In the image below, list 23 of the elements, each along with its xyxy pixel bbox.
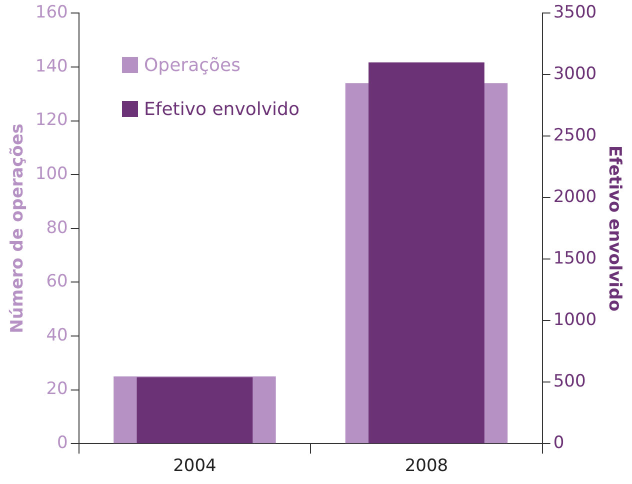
y2-tick-label: 500 — [553, 372, 586, 392]
y2-tick-label: 3500 — [553, 2, 597, 23]
y-axis-title: Número de operações — [8, 123, 28, 334]
y-tick-label: 60 — [46, 272, 68, 292]
y2-tick-label: 3000 — [553, 64, 597, 84]
y-tick-label: 20 — [46, 379, 68, 400]
y-tick-label: 100 — [35, 164, 68, 184]
y2-axis-title: Efetivo envolvido — [604, 145, 624, 312]
y-tick-label: 140 — [35, 56, 68, 76]
y-tick-label: 160 — [35, 2, 68, 23]
y2-tick-label: 0 — [553, 433, 564, 454]
legend-label: Operações — [144, 54, 240, 76]
legend-label: Efetivo envolvido — [144, 98, 300, 120]
y2-tick-label: 1000 — [553, 310, 597, 330]
y2-tick-label: 2500 — [553, 126, 597, 146]
y-tick-label: 0 — [57, 433, 68, 454]
y-tick-label: 40 — [46, 325, 68, 346]
y-tick-label: 120 — [35, 110, 68, 130]
x-tick-label: 2008 — [404, 456, 448, 476]
y2-tick-label: 1500 — [553, 248, 597, 269]
y2-tick-label: 2000 — [553, 187, 597, 208]
y-tick-label: 80 — [46, 218, 68, 238]
x-tick-label: 2004 — [173, 456, 216, 476]
